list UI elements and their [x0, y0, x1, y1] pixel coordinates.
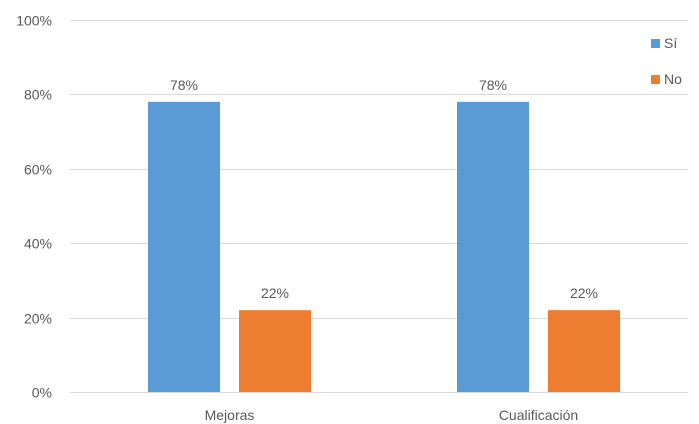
legend-label: Sí	[664, 35, 677, 51]
data-label: 22%	[261, 285, 289, 301]
y-tick-label: 0%	[32, 385, 52, 401]
y-tick-label: 40%	[24, 236, 52, 252]
y-tick-label: 60%	[24, 162, 52, 178]
data-label: 78%	[170, 77, 198, 93]
bars	[148, 101, 620, 392]
y-tick-label: 80%	[24, 87, 52, 103]
bar-mejoras-si	[148, 101, 220, 392]
x-axis-categories: Mejoras Cualificación	[205, 407, 579, 423]
legend: Sí No	[651, 35, 682, 87]
data-labels: 78% 22% 78% 22%	[170, 77, 598, 301]
x-category-label: Cualificación	[499, 407, 578, 423]
legend-swatch	[651, 75, 660, 84]
data-label: 22%	[570, 285, 598, 301]
legend-label: No	[664, 71, 682, 87]
y-axis-ticks: 0% 20% 40% 60% 80% 100%	[16, 13, 52, 401]
data-label: 78%	[479, 77, 507, 93]
y-tick-label: 20%	[24, 311, 52, 327]
x-category-label: Mejoras	[205, 407, 255, 423]
bar-cualificación-no	[548, 310, 620, 392]
y-tick-label: 100%	[16, 13, 52, 29]
legend-swatch	[651, 39, 660, 48]
bar-mejoras-no	[239, 310, 311, 392]
bar-cualificación-si	[457, 101, 529, 392]
